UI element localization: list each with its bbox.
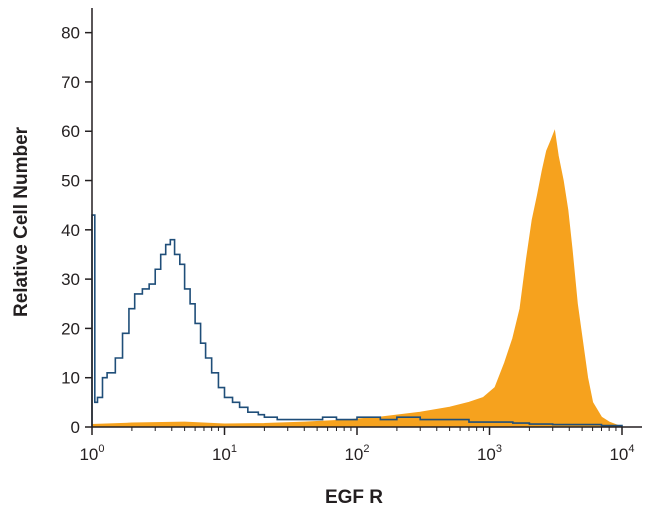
y-tick-label: 60 [61, 122, 80, 141]
x-tick-label: 102 [344, 443, 369, 464]
x-tick-label: 103 [477, 443, 502, 464]
axes-layer [91, 8, 642, 428]
series-layer [91, 129, 623, 428]
filled-histogram-series [91, 129, 623, 428]
outline-histogram-series [91, 214, 623, 427]
y-ticks: 0 10 20 30 40 50 60 70 80 [61, 24, 92, 437]
y-tick-label: 30 [61, 270, 80, 289]
y-axis-title: Relative Cell Number [11, 126, 32, 317]
x-tick-label: 104 [609, 443, 634, 464]
y-tick-label: 20 [61, 319, 80, 338]
y-tick-label: 50 [61, 172, 80, 191]
x-tick-label: 101 [212, 443, 237, 464]
y-tick-label: 10 [61, 369, 80, 388]
y-tick-label: 80 [61, 24, 80, 43]
x-axis-title: EGF R [325, 487, 383, 508]
y-tick-label: 40 [61, 221, 80, 240]
x-tick-label: 100 [79, 443, 104, 464]
x-ticks: 100 101 102 103 104 [79, 427, 635, 464]
y-tick-label: 0 [71, 418, 80, 437]
y-tick-label: 70 [61, 73, 80, 92]
